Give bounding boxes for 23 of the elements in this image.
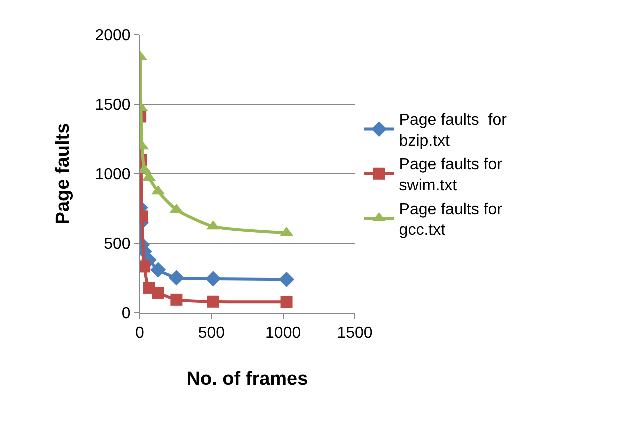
y-tick-label: 500 xyxy=(104,236,131,254)
x-tick-label: 1500 xyxy=(337,325,373,342)
point xyxy=(152,286,164,299)
point xyxy=(170,294,183,306)
point xyxy=(206,271,222,287)
legend-label: Page faults for gcc.txt xyxy=(399,201,504,240)
y-axis-title: Page faults xyxy=(53,123,74,225)
point xyxy=(150,262,166,278)
y-tick-label: 1000 xyxy=(95,166,131,184)
x-axis-title: No. of frames xyxy=(186,369,308,390)
x-tick-label: 0 xyxy=(136,325,145,342)
legend-label: Page faults for bzip.txt xyxy=(399,112,508,150)
point xyxy=(168,270,184,286)
x-tick-label: 500 xyxy=(198,325,226,342)
x-tick-label: 1000 xyxy=(266,325,302,342)
point xyxy=(207,296,220,308)
point xyxy=(280,296,293,308)
y-tick-label: 1500 xyxy=(95,97,131,114)
y-tick-label: 0 xyxy=(122,306,131,323)
point xyxy=(278,272,295,288)
point xyxy=(140,260,151,273)
y-tick-label: 2000 xyxy=(95,28,131,45)
legend-label: Page faults for swim.txt xyxy=(399,156,504,195)
